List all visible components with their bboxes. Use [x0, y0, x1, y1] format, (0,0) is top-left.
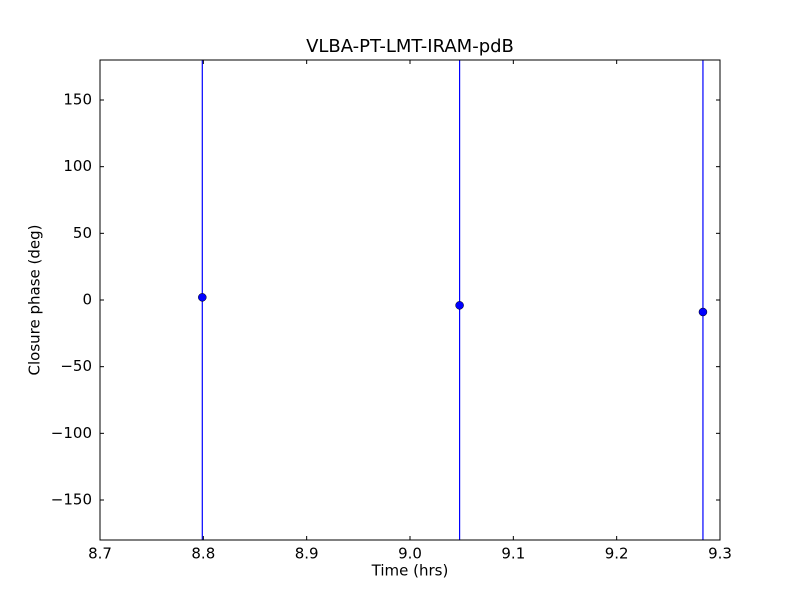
y-tick-label: −100: [51, 424, 92, 442]
chart-title: VLBA-PT-LMT-IRAM-pdB: [306, 36, 514, 57]
plot-area: [198, 60, 708, 540]
y-tick-label: −50: [60, 357, 92, 375]
x-tick-label: 9.0: [398, 545, 422, 563]
x-tick-label: 8.9: [295, 545, 319, 563]
x-tick-label: 8.7: [88, 545, 112, 563]
data-point: [455, 301, 464, 310]
x-tick-label: 8.8: [191, 545, 215, 563]
y-axis-label: Closure phase (deg): [26, 225, 44, 376]
y-tick-label: −150: [51, 491, 92, 509]
y-tick-label: 0: [82, 291, 92, 309]
x-tick-label: 9.2: [605, 545, 629, 563]
x-tick-label: 9.3: [708, 545, 732, 563]
y-tick-label: 150: [63, 91, 92, 109]
data-point: [198, 293, 207, 302]
x-tick-label: 9.1: [501, 545, 525, 563]
data-point: [698, 307, 708, 317]
y-tick-label: 100: [63, 157, 92, 175]
x-axis-label: Time (hrs): [371, 562, 449, 580]
y-tick-label: 50: [73, 224, 92, 242]
